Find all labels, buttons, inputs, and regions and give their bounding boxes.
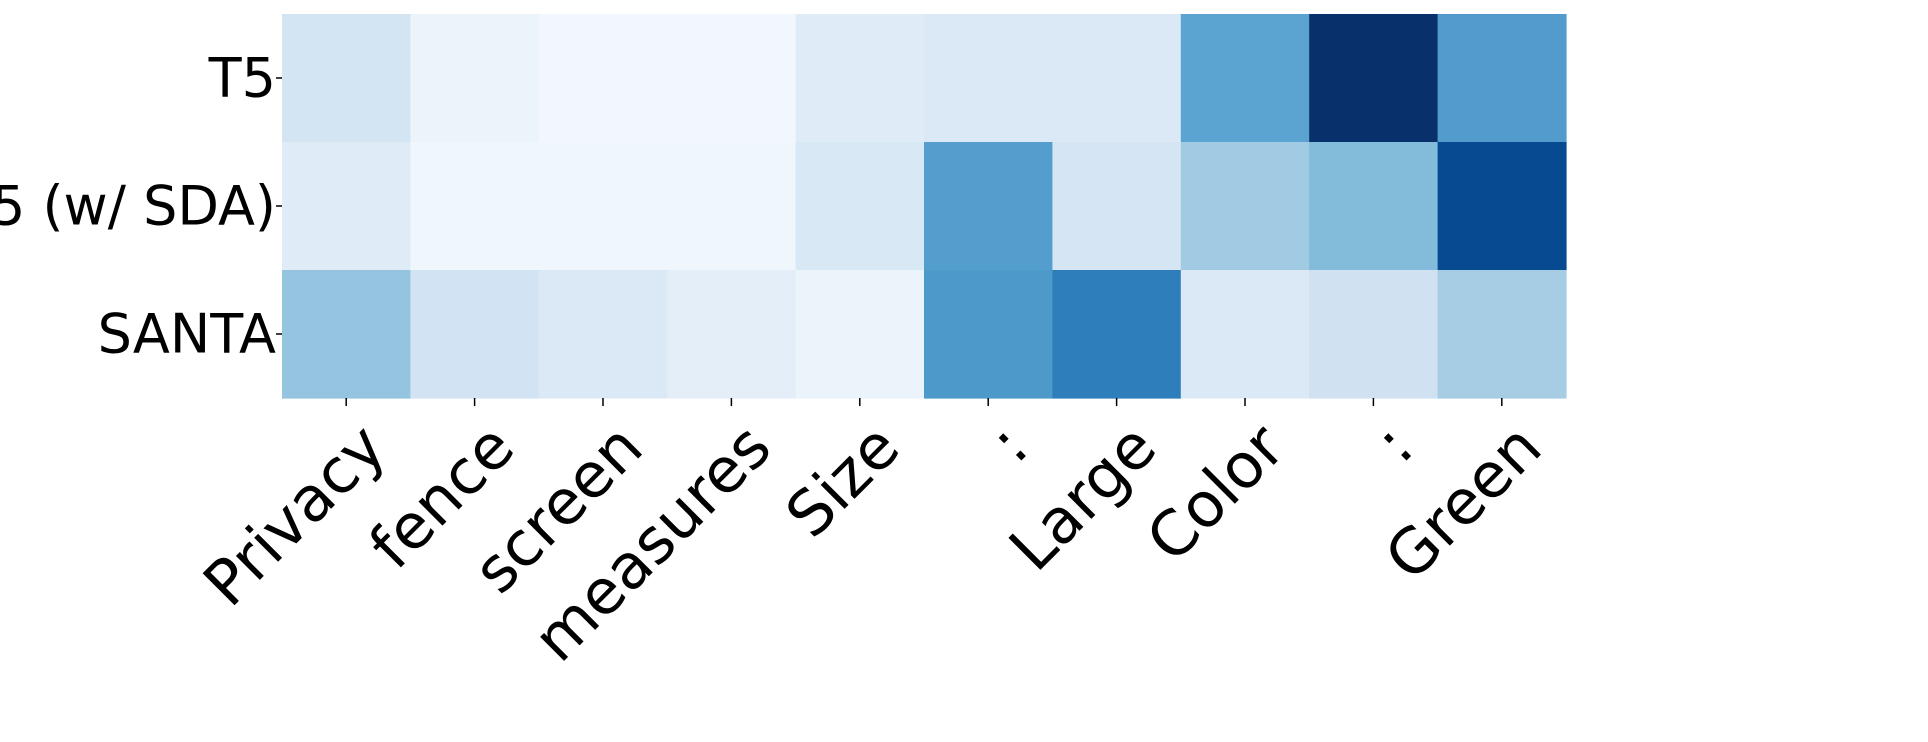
y-axis-tick-labels: T5 T5 (w/ SDA) SANTA [0, 47, 276, 366]
heatmap-cell [1437, 270, 1567, 399]
heatmap-cell [924, 14, 1053, 143]
heatmap-cell [410, 142, 540, 271]
heatmap-cell [667, 142, 797, 271]
heatmap-cell [1180, 142, 1310, 271]
x-tick-label: Color [1132, 409, 1298, 575]
y-tick-label: T5 [208, 47, 276, 110]
heatmap-cells [282, 14, 1567, 399]
heatmap-cell [538, 14, 668, 143]
heatmap-cell [538, 142, 668, 271]
heatmap-cell [1052, 14, 1182, 143]
heatmap-cell [795, 270, 925, 399]
heatmap-cell [1437, 14, 1567, 143]
heatmap-cell [1309, 270, 1439, 399]
heatmap-cell [410, 270, 540, 399]
y-axis-ticks [276, 77, 282, 335]
heatmap-cell [1052, 142, 1182, 271]
heatmap-cell [410, 14, 540, 143]
heatmap-cell [1309, 14, 1439, 143]
heatmap-cell [1309, 142, 1439, 271]
heatmap-cell [1052, 270, 1182, 399]
heatmap-cell [1180, 270, 1310, 399]
heatmap-cell [667, 14, 797, 143]
y-tick-label: T5 (w/ SDA) [0, 175, 276, 238]
heatmap-cell [795, 142, 925, 271]
x-tick-label: : [1360, 410, 1426, 476]
x-tick-label: Privacy [189, 410, 399, 620]
heatmap-cell [924, 270, 1053, 399]
heatmap-cell [795, 14, 925, 143]
heatmap-cell [1180, 14, 1310, 143]
heatmap-cell [924, 142, 1053, 271]
y-tick-label: SANTA [98, 303, 276, 366]
x-tick-label: Large [995, 410, 1170, 585]
heatmap-cell [282, 270, 411, 399]
x-axis-ticks [345, 398, 1503, 406]
heatmap-cell [1437, 142, 1567, 271]
heatmap-cell [538, 270, 668, 399]
heatmap-cell [667, 270, 797, 399]
heatmap-cell [282, 14, 411, 143]
x-tick-label: Size [772, 410, 914, 552]
heatmap-cell [282, 142, 411, 271]
x-tick-label: : [975, 410, 1041, 476]
x-axis-tick-labels: PrivacyfencescreenmeasuresSize:LargeColo… [189, 409, 1555, 675]
